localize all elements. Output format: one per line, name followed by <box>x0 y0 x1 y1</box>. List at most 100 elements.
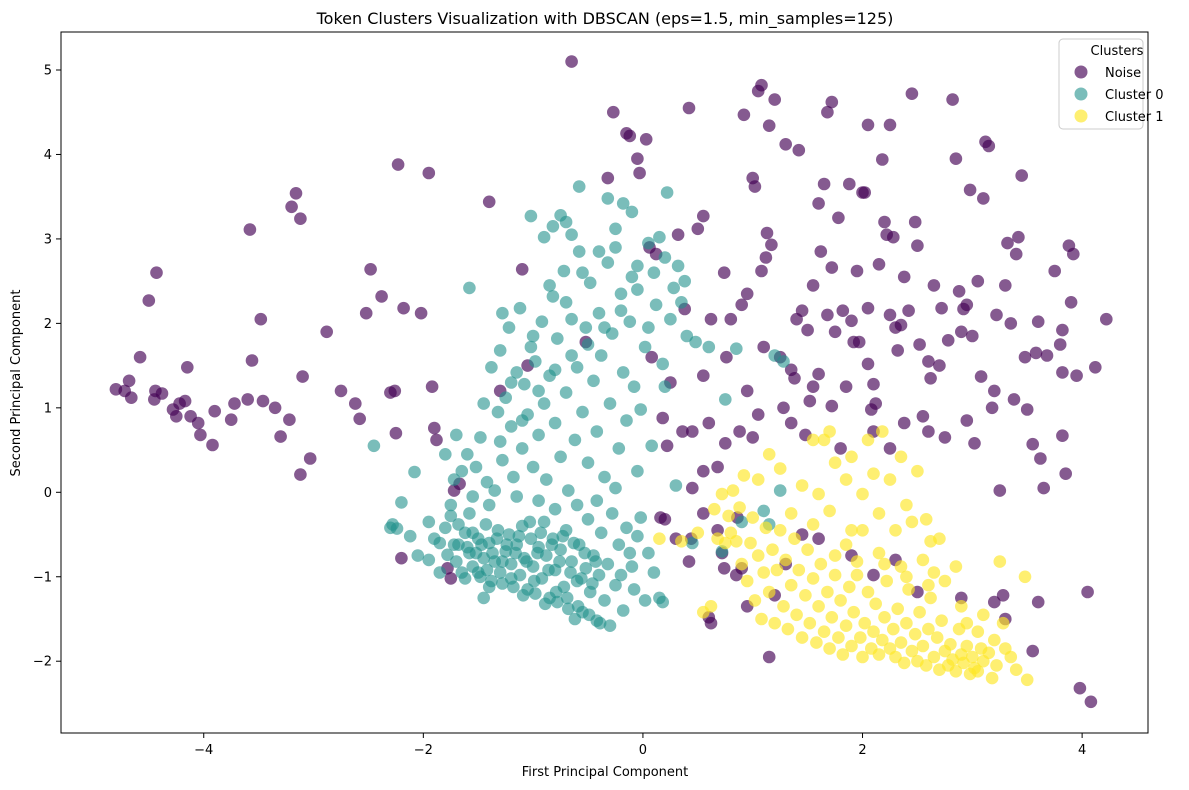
point-cluster-0 <box>649 298 663 312</box>
point-cluster-0 <box>542 563 555 577</box>
point-cluster-1 <box>1020 673 1034 687</box>
point-cluster-1 <box>872 507 886 520</box>
point-cluster-1 <box>726 484 740 497</box>
point-noise <box>1056 366 1069 379</box>
point-noise <box>482 195 496 209</box>
point-cluster-0 <box>408 465 421 479</box>
point-cluster-0 <box>638 594 652 607</box>
point-noise <box>817 177 831 191</box>
point-cluster-1 <box>876 425 889 438</box>
point-cluster-0 <box>631 259 644 273</box>
point-noise <box>878 215 891 229</box>
point-cluster-0 <box>773 484 787 497</box>
point-noise <box>565 55 578 68</box>
point-noise <box>1001 236 1014 250</box>
point-noise <box>814 245 828 258</box>
point-noise <box>806 380 820 394</box>
point-cluster-0 <box>571 600 585 613</box>
legend-label-noise: Noise <box>1105 66 1141 81</box>
point-cluster-1 <box>924 591 937 605</box>
point-noise <box>283 413 296 427</box>
y-axis: −2 −1 0 1 2 3 4 5 <box>33 64 61 670</box>
point-cluster-1 <box>762 448 776 461</box>
point-cluster-1 <box>825 611 839 624</box>
point-noise <box>349 397 362 410</box>
series-cluster-0 <box>367 180 790 632</box>
legend: Clusters Noise Cluster 0 Cluster 1 <box>1058 38 1164 130</box>
x-tick-label: 2 <box>858 743 866 758</box>
point-cluster-0 <box>625 205 639 219</box>
point-noise <box>285 200 298 214</box>
point-noise <box>719 437 732 450</box>
point-noise <box>755 78 768 92</box>
point-cluster-0 <box>500 538 514 551</box>
point-cluster-1 <box>985 671 999 685</box>
point-cluster-0 <box>647 266 661 280</box>
legend-title: Clusters <box>1091 44 1144 59</box>
point-noise <box>861 118 875 132</box>
point-noise <box>142 294 156 307</box>
point-cluster-1 <box>916 553 930 567</box>
point-noise <box>1073 681 1087 695</box>
point-noise <box>1067 247 1080 261</box>
point-noise <box>836 304 850 318</box>
point-cluster-0 <box>680 329 694 343</box>
point-cluster-1 <box>861 433 875 447</box>
point-cluster-0 <box>499 391 512 405</box>
point-cluster-1 <box>850 555 864 568</box>
point-noise <box>125 391 138 405</box>
point-noise <box>869 397 882 410</box>
point-cluster-0 <box>463 507 476 520</box>
point-cluster-0 <box>576 405 589 419</box>
point-noise <box>181 361 194 374</box>
point-noise <box>676 425 689 438</box>
point-noise <box>515 263 529 276</box>
point-noise <box>832 211 845 225</box>
point-cluster-1 <box>876 633 889 647</box>
point-cluster-1 <box>773 524 787 537</box>
point-cluster-0 <box>658 380 672 394</box>
point-noise <box>1070 369 1083 383</box>
point-noise <box>735 298 748 312</box>
point-cluster-1 <box>900 498 913 512</box>
point-noise <box>388 384 402 398</box>
point-noise <box>658 513 672 526</box>
legend-label-cluster-1: Cluster 1 <box>1105 110 1164 125</box>
point-cluster-0 <box>656 357 669 371</box>
point-cluster-0 <box>645 439 658 453</box>
point-cluster-0 <box>631 529 644 543</box>
point-cluster-1 <box>708 502 721 516</box>
point-cluster-0 <box>578 546 591 560</box>
point-cluster-0 <box>642 236 655 250</box>
point-cluster-1 <box>988 633 1001 647</box>
point-cluster-1 <box>784 578 798 592</box>
point-noise <box>1048 264 1061 278</box>
point-cluster-1 <box>823 642 836 655</box>
point-cluster-0 <box>575 572 588 585</box>
point-cluster-0 <box>466 526 480 540</box>
point-cluster-0 <box>653 230 666 244</box>
point-noise <box>1064 296 1078 309</box>
point-noise <box>883 308 897 322</box>
point-cluster-1 <box>949 665 963 678</box>
point-cluster-0 <box>593 616 607 630</box>
point-cluster-0 <box>554 450 567 464</box>
point-cluster-0 <box>664 312 677 326</box>
point-cluster-0 <box>582 608 596 622</box>
point-cluster-0 <box>422 553 436 567</box>
point-noise <box>850 264 864 278</box>
point-cluster-0 <box>523 515 537 529</box>
point-cluster-1 <box>828 568 842 582</box>
point-cluster-1 <box>823 504 836 518</box>
point-noise <box>982 139 996 153</box>
point-cluster-0 <box>586 577 599 590</box>
point-cluster-0 <box>390 522 404 535</box>
point-noise <box>746 431 759 444</box>
point-cluster-1 <box>966 650 979 664</box>
point-cluster-0 <box>524 340 538 354</box>
point-cluster-0 <box>603 397 617 410</box>
point-noise <box>1015 169 1028 182</box>
point-cluster-1 <box>806 572 820 585</box>
point-cluster-1 <box>856 524 869 537</box>
x-tick-label: 0 <box>639 743 647 758</box>
